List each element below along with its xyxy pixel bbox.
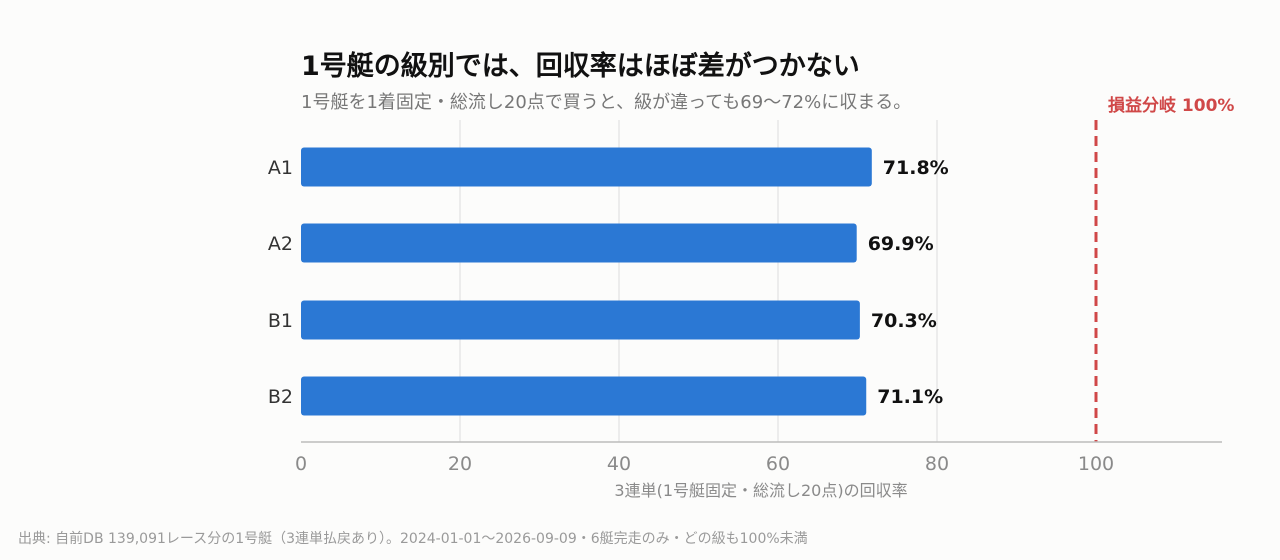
x-tick-label-80: 80 <box>925 453 949 475</box>
source-footnote: 出典: 自前DB 139,091レース分の1号艇（3連単払戻あり）。2024-0… <box>18 531 808 547</box>
value-label-a1: 71.8% <box>883 157 949 179</box>
x-tick-label-20: 20 <box>448 453 472 475</box>
reference-line-label: 損益分岐 100% <box>1108 95 1234 116</box>
bar-a2 <box>301 223 857 263</box>
chart-title: 1号艇の級別では、回収率はほぼ差がつかない <box>301 51 860 82</box>
value-label-b1: 70.3% <box>871 310 937 332</box>
x-axis-title: 3連単(1号艇固定・総流し20点)の回収率 <box>614 481 907 500</box>
bar-b2 <box>301 376 867 416</box>
bar-a1 <box>301 147 872 187</box>
category-label-b1: B1 <box>268 310 293 332</box>
x-tick-label-40: 40 <box>607 453 631 475</box>
x-tick-label-0: 0 <box>295 453 307 475</box>
x-tick-label-100: 100 <box>1078 453 1114 475</box>
x-tick-labels: 0 20 40 60 80 100 <box>295 453 1114 475</box>
category-label-b2: B2 <box>268 386 293 408</box>
chart-subtitle: 1号艇を1着固定・総流し20点で買うと、級が違っても69〜72%に収まる。 <box>301 92 912 113</box>
value-labels: 71.8% 69.9% 70.3% 71.1% <box>868 157 949 408</box>
bar-b1 <box>301 300 860 340</box>
bars <box>301 147 872 416</box>
value-label-b2: 71.1% <box>877 386 943 408</box>
value-label-a2: 69.9% <box>868 233 934 255</box>
category-label-a1: A1 <box>268 157 293 179</box>
category-labels: A1 A2 B1 B2 <box>268 157 293 408</box>
x-tick-label-60: 60 <box>766 453 790 475</box>
category-label-a2: A2 <box>268 233 293 255</box>
reference-line-group: 損益分岐 100% <box>1094 95 1234 442</box>
